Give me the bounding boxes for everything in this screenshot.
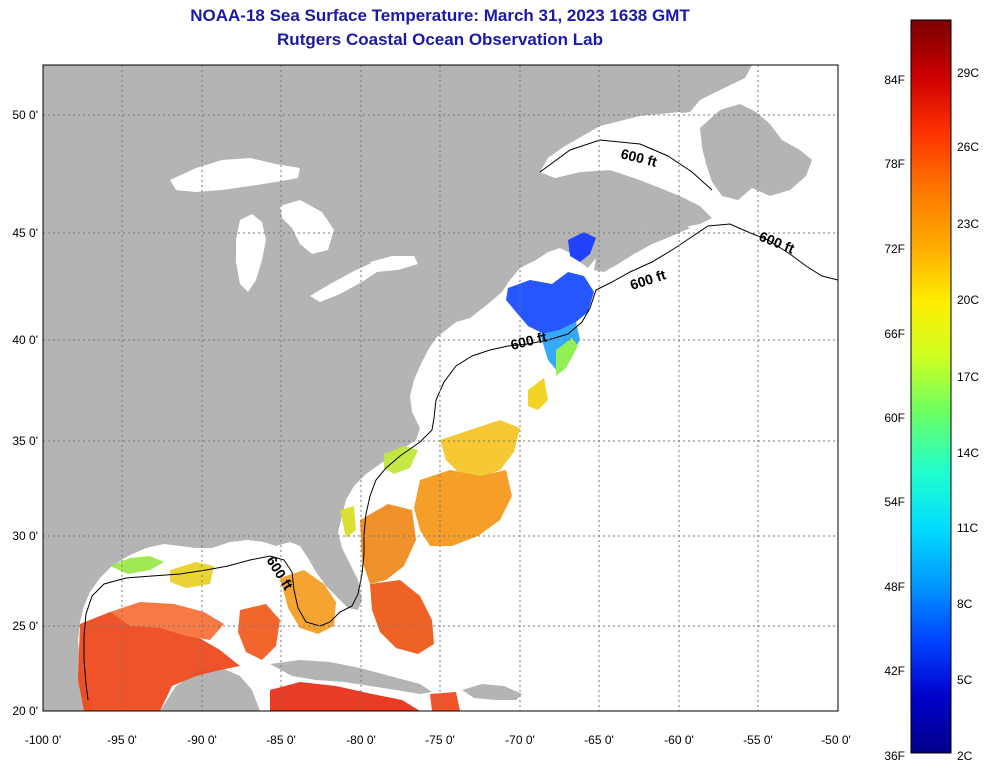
colorbar-c-label: 8C xyxy=(957,597,973,611)
sst-florida-coast xyxy=(340,506,356,538)
sst-gulf-mexico-central xyxy=(110,602,224,640)
lon-label: -55 0' xyxy=(743,733,773,747)
map-subtitle: Rutgers Coastal Ocean Observation Lab xyxy=(277,30,603,49)
colorbar-f-label: 48F xyxy=(884,580,905,594)
lat-label: 50 0' xyxy=(12,108,38,122)
lon-label: -85 0' xyxy=(266,733,296,747)
sst-gulf-of-maine xyxy=(506,272,594,334)
colorbar-f-label: 42F xyxy=(884,664,905,678)
colorbar-f-label: 66F xyxy=(884,327,905,341)
gulf-st-lawrence xyxy=(540,112,722,218)
colorbar-f-label: 54F xyxy=(884,495,905,509)
lon-label: -65 0' xyxy=(584,733,614,747)
lat-label: 25 0' xyxy=(12,619,38,633)
land-north-america xyxy=(43,65,752,711)
lon-label: -50 0' xyxy=(821,733,851,747)
sst-sab-coastal xyxy=(384,446,418,474)
sst-gulf-coast-yellow xyxy=(170,562,214,588)
land-cuba xyxy=(270,660,432,694)
land-hispaniola xyxy=(462,684,522,700)
colorbar xyxy=(910,19,952,754)
colorbar-c-label: 5C xyxy=(957,673,973,687)
longitude-labels: -100 0' -95 0' -90 0' -85 0' -80 0' -75 … xyxy=(25,733,851,747)
colorbar-f-label: 60F xyxy=(884,411,905,425)
lat-label: 40 0' xyxy=(12,333,38,347)
colorbar-celsius-labels: 29C 26C 23C 20C 17C 14C 11C 8C 5C 2C xyxy=(957,66,979,763)
sst-loop-current xyxy=(238,604,280,660)
colorbar-fahrenheit-labels: 84F 78F 72F 66F 60F 54F 48F 42F 36F xyxy=(884,73,905,763)
lake-ontario xyxy=(370,256,418,272)
sst-florida-east xyxy=(360,504,416,584)
land-nova-scotia xyxy=(594,222,690,272)
colorbar-f-label: 78F xyxy=(884,157,905,171)
land-yucatan xyxy=(160,668,260,711)
colorbar-c-label: 17C xyxy=(957,370,979,384)
lon-label: -90 0' xyxy=(187,733,217,747)
sst-shelf-green xyxy=(556,338,578,376)
sst-gulf-coast-green xyxy=(110,556,164,574)
map-title: NOAA-18 Sea Surface Temperature: March 3… xyxy=(190,6,690,25)
colorbar-c-label: 11C xyxy=(957,521,978,535)
latitude-labels: 50 0' 45 0' 40 0' 35 0' 30 0' 25 0' 20 0… xyxy=(12,108,38,718)
lat-label: 30 0' xyxy=(12,529,38,543)
colorbar-c-label: 26C xyxy=(957,140,979,154)
sst-gulf-mexico-west xyxy=(78,612,240,711)
sst-cape-hatteras xyxy=(440,420,520,478)
colorbar-c-label: 14C xyxy=(957,446,979,460)
lake-erie xyxy=(310,262,380,302)
lon-label: -75 0' xyxy=(425,733,455,747)
colorbar-c-label: 2C xyxy=(957,749,973,763)
lat-label: 35 0' xyxy=(12,434,38,448)
lon-label: -100 0' xyxy=(25,733,61,747)
sst-slope-yellow xyxy=(528,378,548,410)
sst-caribbean-east xyxy=(430,692,460,711)
colorbar-c-label: 23C xyxy=(957,217,979,231)
colorbar-f-label: 84F xyxy=(884,73,905,87)
land-newfoundland xyxy=(700,104,812,200)
sst-caribbean xyxy=(270,682,420,711)
lat-label: 20 0' xyxy=(12,704,38,718)
sst-bay-of-fundy xyxy=(568,232,596,262)
colorbar-f-label: 36F xyxy=(884,749,905,763)
sst-overlay xyxy=(78,232,596,711)
colorbar-f-label: 72F xyxy=(884,242,905,256)
colorbar-c-label: 29C xyxy=(957,66,979,80)
sst-gulf-stream xyxy=(414,470,512,546)
lon-label: -60 0' xyxy=(664,733,694,747)
lon-label: -80 0' xyxy=(346,733,376,747)
lat-label: 45 0' xyxy=(12,226,38,240)
lake-huron xyxy=(280,200,334,254)
colorbar-c-label: 20C xyxy=(957,293,979,307)
lon-label: -95 0' xyxy=(107,733,137,747)
sst-bahamas xyxy=(370,580,434,654)
lon-label: -70 0' xyxy=(505,733,535,747)
map-border xyxy=(42,64,839,712)
